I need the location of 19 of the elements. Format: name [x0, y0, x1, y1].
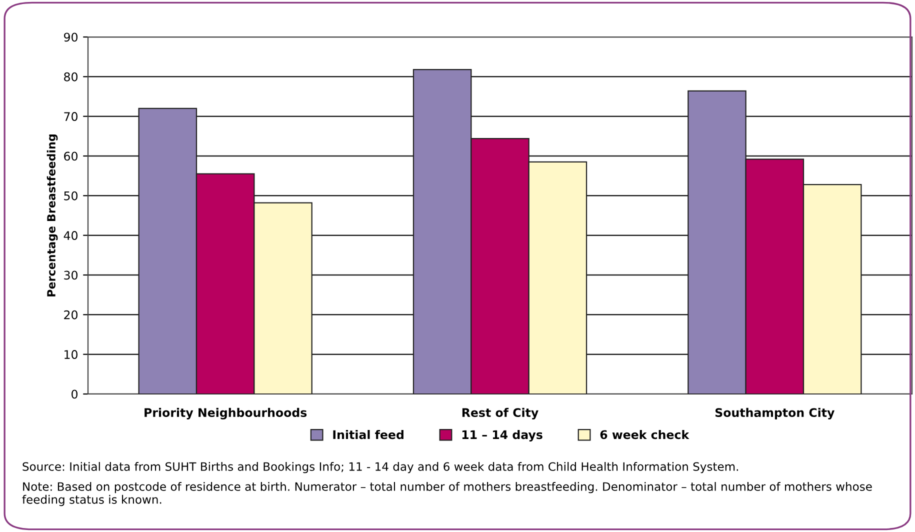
y-tick-label: 50 [64, 191, 78, 200]
y-tick-label: 40 [64, 231, 78, 240]
text: Note: Based on postcode of residence at birth. Numerator – total number of mothers breastfeeding. Denominator – total number of mothers whose feeding status is known. [22, 482, 872, 506]
y-tick-label: 30 [64, 270, 78, 280]
legend-label: 6 week check [600, 430, 690, 440]
y-tick-label: 90 [64, 32, 78, 42]
legend-label: Initial feed [333, 430, 404, 440]
x-tick-label: Priority Neighbourhoods [144, 408, 307, 420]
y-tick-label: 70 [64, 112, 78, 121]
y-tick-label: 10 [64, 350, 78, 359]
y-tick-label: 20 [64, 310, 78, 320]
y-tick-label: 0 [72, 390, 78, 399]
source-note: Source: Initial data from SUHT Births and Bookings Info; 11 - 14 day and 6 week data from Child Health Information System. [22, 462, 738, 474]
y-tick-label: 60 [64, 152, 78, 161]
y-axis-title: Percentage Breastfeeding [46, 134, 58, 296]
x-tick-label: Southampton City [715, 408, 835, 420]
x-tick-label: Rest of City [462, 408, 538, 420]
legend-label: 11 – 14 days [462, 430, 542, 442]
y-tick-label: 80 [64, 72, 78, 82]
